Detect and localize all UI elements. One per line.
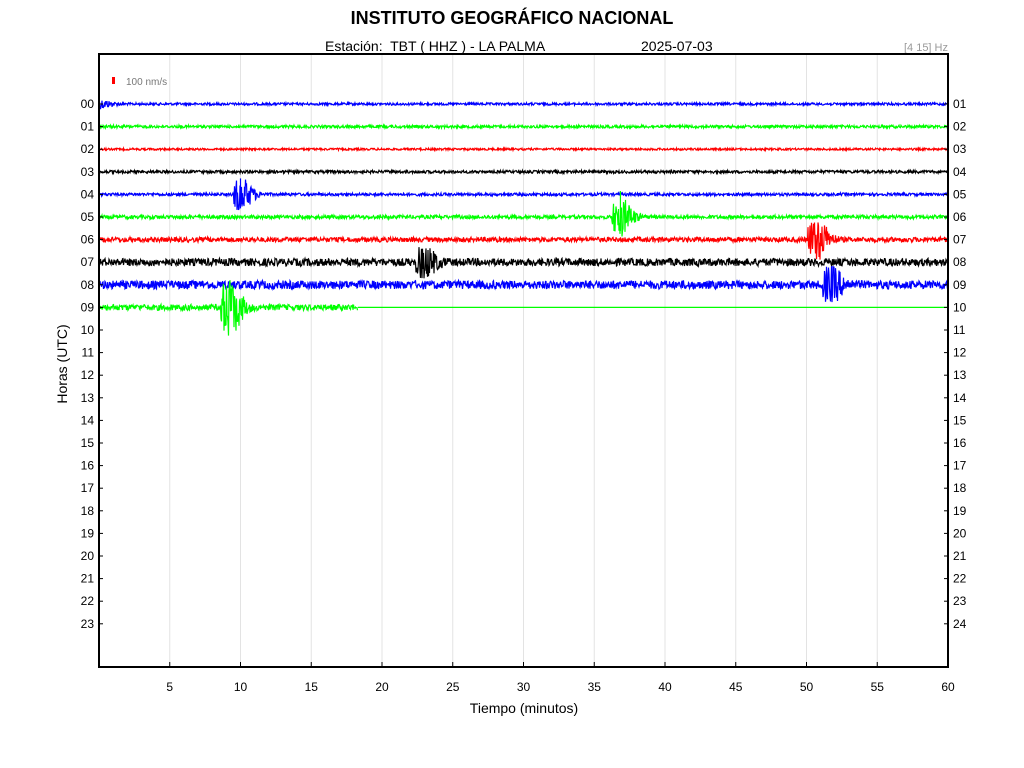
hour-label-left: 02: [81, 142, 95, 156]
hour-label-right: 11: [953, 323, 966, 337]
hour-label-right: 15: [953, 413, 967, 427]
hour-label-right: 01: [953, 97, 967, 111]
hour-label-left: 01: [81, 120, 95, 134]
hour-label-left: 23: [81, 617, 95, 631]
x-tick-label: 55: [871, 680, 885, 694]
hour-label-right: 12: [953, 346, 967, 360]
hour-label-right: 18: [953, 481, 967, 495]
hour-label-left: 05: [81, 210, 95, 224]
hour-label-right: 17: [953, 459, 967, 473]
x-tick-label: 45: [729, 680, 743, 694]
trace-hour-5: [98, 199, 950, 237]
x-tick-label: 10: [234, 680, 248, 694]
trace-hour-8: [98, 265, 950, 303]
x-tick-label: 35: [588, 680, 602, 694]
x-tick-label: 30: [517, 680, 531, 694]
x-tick-label: 40: [658, 680, 672, 694]
hour-label-right: 20: [953, 526, 967, 540]
hour-label-left: 22: [81, 594, 95, 608]
hour-label-right: 22: [953, 572, 967, 586]
hour-label-right: 19: [953, 504, 967, 518]
scale-label: 100 nm/s: [126, 77, 167, 88]
amplitude-scale: 100 nm/s: [112, 77, 167, 88]
x-tick-label: 15: [305, 680, 319, 694]
hour-label-left: 15: [81, 436, 95, 450]
x-tick-label: 50: [800, 680, 814, 694]
hour-label-left: 17: [81, 481, 95, 495]
scale-bar: [112, 77, 115, 84]
hour-label-right: 23: [953, 594, 967, 608]
hour-label-right: 21: [953, 549, 967, 563]
hour-label-right: 02: [953, 120, 967, 134]
hour-label-right: 08: [953, 255, 967, 269]
hour-label-left: 10: [81, 323, 95, 337]
hour-label-left: 14: [81, 413, 95, 427]
trace-group: [98, 100, 950, 336]
hour-label-right: 24: [953, 617, 967, 631]
hour-label-right: 04: [953, 165, 967, 179]
hour-label-right: 14: [953, 391, 967, 405]
hour-label-right: 16: [953, 436, 967, 450]
hour-label-left: 16: [81, 459, 95, 473]
hour-label-right: 10: [953, 300, 967, 314]
hour-label-left: 13: [81, 391, 95, 405]
hour-label-right: 06: [953, 210, 967, 224]
filter-band-label: [4 15] Hz: [903, 42, 948, 54]
hour-label-left: 03: [81, 165, 95, 179]
trace-hour-7: [98, 247, 950, 279]
x-tick-label: 5: [166, 680, 173, 694]
x-axis-label: Tiempo (minutos): [469, 700, 579, 716]
trace-hour-2: [98, 145, 949, 153]
chart-title: INSTITUTO GEOGRÁFICO NACIONAL: [350, 8, 674, 28]
hour-label-left: 11: [82, 346, 95, 360]
axis-labels: 5 10 15 20 25 30 35 40 45 50 55 60 00 01 02 03 04 05 06 07 0…: [81, 97, 967, 694]
hour-label-left: 12: [81, 368, 95, 382]
date-label: 2025-07-03: [641, 38, 713, 54]
hour-label-right: 07: [953, 233, 967, 247]
hour-label-left: 21: [81, 572, 95, 586]
hour-label-left: 06: [81, 233, 95, 247]
hour-label-left: 07: [81, 255, 95, 269]
hour-label-left: 04: [81, 187, 95, 201]
hour-label-left: 00: [81, 97, 95, 111]
hour-label-left: 08: [81, 278, 95, 292]
hour-label-right: 09: [953, 278, 967, 292]
x-tick-label: 60: [941, 680, 955, 694]
trace-hour-9: [98, 280, 359, 336]
hour-label-left: 20: [81, 549, 95, 563]
hour-label-right: 05: [953, 187, 967, 201]
hour-label-left: 09: [81, 300, 95, 314]
x-tick-label: 20: [375, 680, 389, 694]
hour-label-right: 13: [953, 368, 967, 382]
hour-label-left: 19: [81, 526, 95, 540]
hour-label-right: 03: [953, 142, 967, 156]
x-tick-label: 25: [446, 680, 460, 694]
hour-label-left: 18: [81, 504, 95, 518]
trace-hour-1: [98, 122, 950, 131]
trace-hour-0: [98, 100, 949, 110]
grid-lines: [169, 54, 878, 667]
trace-hour-6: [98, 222, 950, 260]
trace-hour-3: [98, 168, 949, 176]
station-label: Estación: TBT ( HHZ ) - LA PALMA: [325, 38, 546, 54]
